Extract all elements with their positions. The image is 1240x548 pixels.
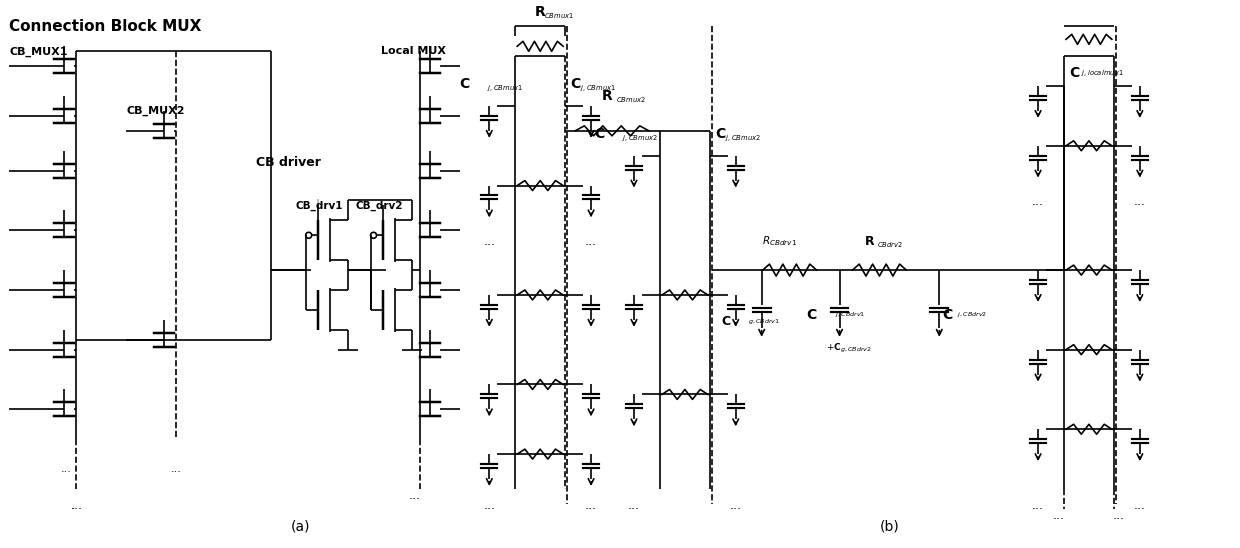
Text: ...: ... — [1133, 499, 1146, 512]
Text: $_{CBmux2}$: $_{CBmux2}$ — [616, 95, 646, 105]
Text: $_{j,localmux1}$: $_{j,localmux1}$ — [1081, 69, 1123, 79]
Text: CB_MUX1: CB_MUX1 — [10, 46, 68, 56]
Text: $\mathbf{C}$: $\mathbf{C}$ — [570, 77, 582, 91]
Text: $\mathbf{C}$: $\mathbf{C}$ — [1069, 66, 1080, 80]
Text: Connection Block MUX: Connection Block MUX — [10, 19, 202, 35]
Text: $_{j,CBdrv2}$: $_{j,CBdrv2}$ — [957, 311, 987, 321]
Text: ...: ... — [1053, 509, 1065, 522]
Text: $\mathbf{C}$: $\mathbf{C}$ — [594, 127, 605, 141]
Text: ...: ... — [1032, 499, 1044, 512]
Text: ...: ... — [627, 499, 640, 512]
Text: ...: ... — [1112, 509, 1125, 522]
Text: ...: ... — [484, 499, 495, 512]
Text: $\mathbf{R}$: $\mathbf{R}$ — [864, 235, 875, 248]
Text: ...: ... — [408, 489, 420, 502]
Text: $_{j,CBmux2}$: $_{j,CBmux2}$ — [724, 134, 761, 144]
Text: CB driver: CB driver — [255, 156, 321, 169]
Text: Local MUX: Local MUX — [381, 46, 445, 56]
Text: $+\mathbf{C}_{g,CBdrv2}$: $+\mathbf{C}_{g,CBdrv2}$ — [826, 342, 872, 355]
Text: CB_MUX2: CB_MUX2 — [126, 106, 185, 116]
Text: $\mathbf{C}$: $\mathbf{C}$ — [942, 308, 954, 322]
Text: ...: ... — [730, 499, 742, 512]
Text: ...: ... — [71, 499, 82, 512]
Text: ...: ... — [1032, 196, 1044, 208]
Text: $_{j,CBmux1}$: $_{j,CBmux1}$ — [580, 84, 616, 94]
Text: $_{j,CBmux1}$: $_{j,CBmux1}$ — [487, 84, 523, 94]
Text: ...: ... — [585, 235, 598, 248]
Text: $_{j,CBdrv1}$: $_{j,CBdrv1}$ — [835, 311, 864, 321]
Text: ...: ... — [484, 235, 495, 248]
Text: ...: ... — [61, 464, 72, 474]
Text: $\mathbf{R}$: $\mathbf{R}$ — [601, 89, 614, 103]
Text: |: | — [316, 198, 319, 204]
Text: $_{j,CBmux2}$: $_{j,CBmux2}$ — [622, 134, 658, 144]
Text: $\mathbf{C}$: $\mathbf{C}$ — [806, 308, 817, 322]
Text: CB_drv2: CB_drv2 — [356, 201, 403, 211]
Text: ...: ... — [1133, 196, 1146, 208]
Text: (a): (a) — [291, 520, 310, 534]
Text: ...: ... — [171, 464, 181, 474]
Text: $_{CBdrv2}$: $_{CBdrv2}$ — [878, 240, 904, 250]
Text: CB_drv1: CB_drv1 — [295, 201, 343, 211]
Text: ...: ... — [585, 499, 598, 512]
Text: $\mathbf{C}$: $\mathbf{C}$ — [714, 127, 727, 141]
Text: (b): (b) — [879, 520, 899, 534]
Text: $\mathbf{C}$: $\mathbf{C}$ — [722, 315, 732, 328]
Text: $\mathbf{R}$: $\mathbf{R}$ — [534, 5, 547, 19]
Text: $R_{CBdrv1}$: $R_{CBdrv1}$ — [761, 235, 797, 248]
Text: $_{g,CBdrv1}$: $_{g,CBdrv1}$ — [748, 318, 780, 327]
Text: .: . — [71, 499, 74, 512]
Text: $_{CBmux1}$: $_{CBmux1}$ — [544, 12, 574, 21]
Text: $\mathbf{C}$: $\mathbf{C}$ — [459, 77, 470, 91]
